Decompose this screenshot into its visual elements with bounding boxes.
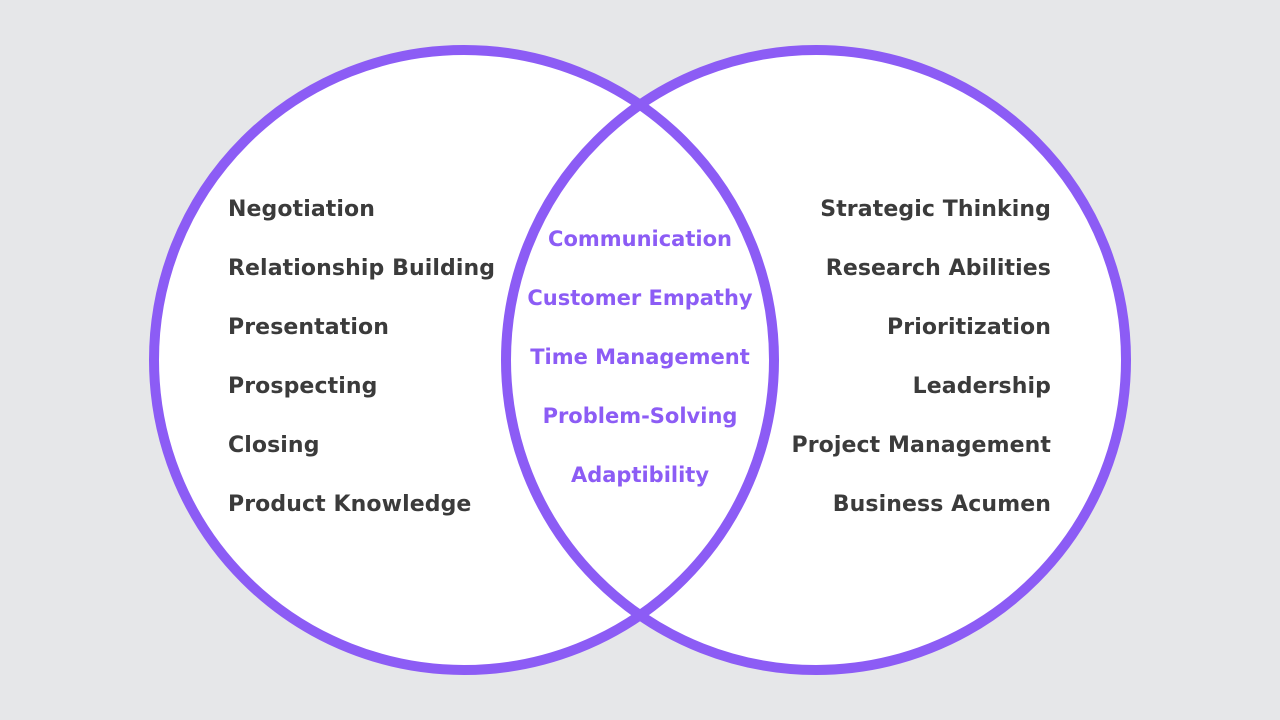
right-set-item: Prioritization	[887, 315, 1051, 340]
overlap-list: Communication Customer Empathy Time Mana…	[520, 227, 760, 522]
right-set-list: Strategic Thinking Research Abilities Pr…	[791, 198, 1051, 552]
overlap-item: Adaptibility	[570, 463, 710, 487]
left-set-item: Product Knowledge	[228, 492, 472, 517]
overlap-item: Problem-Solving	[542, 404, 738, 428]
right-circle-fill	[506, 50, 1126, 670]
left-circle-outline	[149, 45, 779, 675]
right-set-item: Leadership	[912, 374, 1051, 399]
right-set-item: Research Abilities	[825, 256, 1051, 281]
overlap-item: Time Management	[530, 345, 750, 369]
overlap-item: Communication	[548, 227, 732, 251]
left-set-list: Negotiation Relationship Building Presen…	[228, 198, 495, 552]
overlap-item: Customer Empathy	[527, 286, 753, 310]
right-set-item: Strategic Thinking	[820, 197, 1051, 222]
left-set-item: Presentation	[228, 315, 389, 340]
left-set-item: Prospecting	[228, 374, 378, 399]
left-set-item: Closing	[228, 433, 320, 458]
right-set-item: Project Management	[791, 433, 1051, 458]
right-circle-outline	[501, 45, 1131, 675]
left-set-item: Negotiation	[228, 197, 376, 222]
left-set-item: Relationship Building	[228, 256, 496, 281]
right-set-item: Business Acumen	[832, 492, 1051, 517]
